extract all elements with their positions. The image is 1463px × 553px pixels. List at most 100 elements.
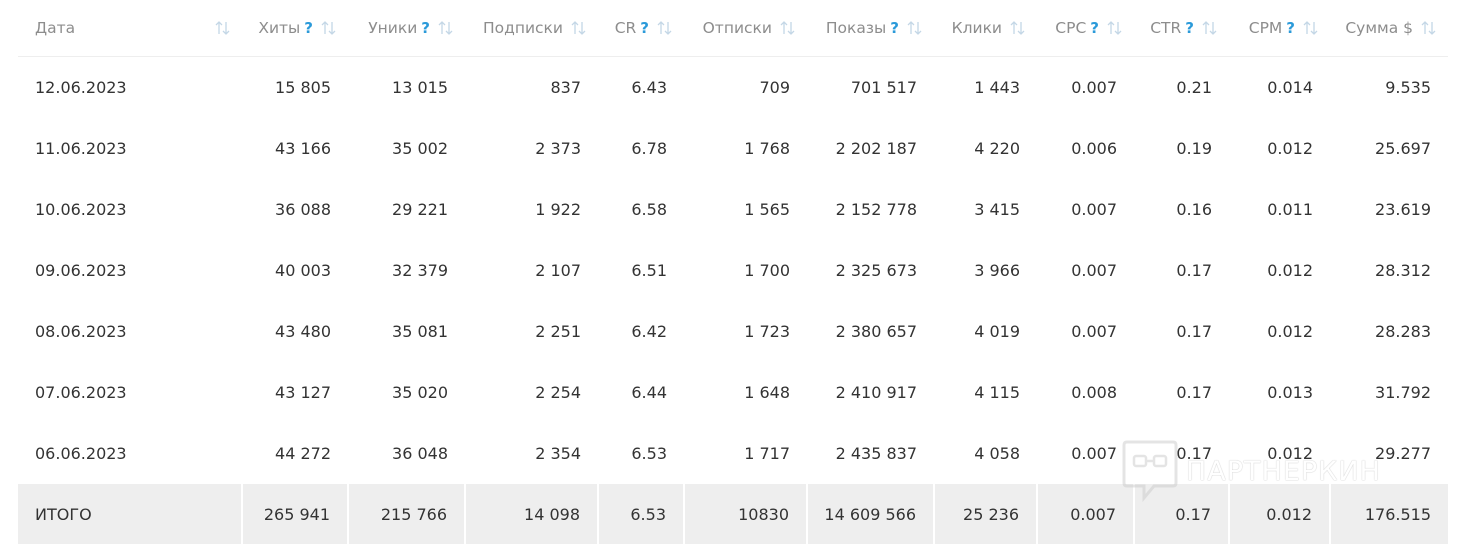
cell-hits: 43 166 — [275, 139, 331, 158]
cell-subscriptions: 2 254 — [535, 383, 581, 402]
table-header-row: Дата Хиты? Уники? Подписки CR? Отписки Показы?… — [18, 0, 1448, 57]
sort-arrows-icon[interactable] — [906, 20, 923, 36]
column-header-inner[interactable]: Отписки — [703, 19, 796, 37]
column-label: Уники — [368, 19, 418, 37]
cell-cpc: 0.008 — [1071, 383, 1117, 402]
cell-sum: 9.535 — [1385, 78, 1431, 97]
sort-arrows-icon[interactable] — [656, 20, 673, 36]
total-cell-uniques: 215 766 — [348, 484, 466, 544]
sort-arrows-icon[interactable] — [570, 20, 587, 36]
cell-date: 07.06.2023 — [35, 383, 127, 402]
help-icon[interactable]: ? — [304, 19, 313, 37]
cell-cpm: 0.012 — [1267, 139, 1313, 158]
help-icon[interactable]: ? — [1286, 19, 1295, 37]
cell-cpm: 0.012 — [1267, 444, 1313, 463]
cell-cpm: 0.014 — [1267, 78, 1313, 97]
sort-arrows-icon[interactable] — [214, 20, 231, 36]
column-label: Дата — [35, 19, 76, 37]
cell-cpc: 0.007 — [1071, 322, 1117, 341]
cell-hits: 44 272 — [275, 444, 331, 463]
cell-impressions: 2 435 837 — [835, 444, 917, 463]
column-header-inner[interactable]: Хиты? — [258, 19, 337, 37]
cell-hits: 43 127 — [275, 383, 331, 402]
cell-hits: 40 003 — [275, 261, 331, 280]
cell-uniques: 32 379 — [392, 261, 448, 280]
sort-arrows-icon[interactable] — [320, 20, 337, 36]
help-icon[interactable]: ? — [890, 19, 899, 37]
column-header-inner[interactable]: CPC? — [1055, 19, 1123, 37]
column-header-cpm[interactable]: CPM? — [1229, 0, 1330, 57]
cell-clicks: 4 115 — [974, 383, 1020, 402]
cell-ctr: 0.21 — [1176, 78, 1212, 97]
column-label: Отписки — [702, 19, 772, 37]
cell-sum: 25.697 — [1375, 139, 1431, 158]
cell-date: 12.06.2023 — [35, 78, 127, 97]
column-header-hits[interactable]: Хиты? — [242, 0, 348, 57]
column-header-inner[interactable]: CR? — [615, 19, 673, 37]
column-header-inner[interactable]: Подписки — [483, 19, 587, 37]
column-header-inner[interactable]: Уники? — [368, 19, 454, 37]
cell-cpm: 0.012 — [1267, 322, 1313, 341]
column-label: Хиты — [258, 19, 301, 37]
total-cell-sum: 176.515 — [1330, 484, 1448, 544]
column-header-inner[interactable]: Показы? — [826, 19, 923, 37]
cell-sum: 29.277 — [1375, 444, 1431, 463]
sort-arrows-icon[interactable] — [437, 20, 454, 36]
column-header-sum[interactable]: Сумма $ — [1330, 0, 1448, 57]
column-header-unsubscriptions[interactable]: Отписки — [684, 0, 807, 57]
column-header-clicks[interactable]: Клики — [934, 0, 1037, 57]
table-body: 12.06.2023 15 805 13 015 837 6.43 709 701 517 1… — [18, 57, 1448, 544]
column-header-inner[interactable]: Сумма $ — [1345, 19, 1437, 37]
column-header-uniques[interactable]: Уники? — [348, 0, 465, 57]
column-header-inner[interactable]: CPM? — [1249, 19, 1319, 37]
cell-ctr: 0.17 — [1176, 261, 1212, 280]
cell-date: 09.06.2023 — [35, 261, 127, 280]
cell-clicks: 4 019 — [974, 322, 1020, 341]
table-row: 12.06.2023 15 805 13 015 837 6.43 709 701 517 1… — [18, 57, 1448, 119]
cell-date: 11.06.2023 — [35, 139, 127, 158]
column-header-ctr[interactable]: CTR? — [1134, 0, 1229, 57]
help-icon[interactable]: ? — [1185, 19, 1194, 37]
help-icon[interactable]: ? — [640, 19, 649, 37]
column-label: CPM — [1248, 19, 1283, 37]
cell-uniques: 36 048 — [392, 444, 448, 463]
column-label: CTR — [1150, 19, 1182, 37]
total-cell-cpc: 0.007 — [1037, 484, 1135, 544]
column-header-inner[interactable]: CTR? — [1150, 19, 1218, 37]
column-header-cr[interactable]: CR? — [598, 0, 684, 57]
column-header-subscriptions[interactable]: Подписки — [465, 0, 598, 57]
cell-uniques: 35 081 — [392, 322, 448, 341]
sort-arrows-icon[interactable] — [1201, 20, 1218, 36]
table-row: 11.06.2023 43 166 35 002 2 373 6.78 1 768 2 20… — [18, 118, 1448, 179]
column-header-inner[interactable]: Дата — [35, 19, 231, 37]
help-icon[interactable]: ? — [1090, 19, 1099, 37]
cell-subscriptions: 1 922 — [535, 200, 581, 219]
column-header-impressions[interactable]: Показы? — [807, 0, 934, 57]
table-row: 10.06.2023 36 088 29 221 1 922 6.58 1 565 2 15… — [18, 179, 1448, 240]
column-header-date[interactable]: Дата — [18, 0, 242, 57]
column-label: Показы — [825, 19, 887, 37]
cell-cr: 6.44 — [631, 383, 667, 402]
sort-arrows-icon[interactable] — [1420, 20, 1437, 36]
column-header-cpc[interactable]: CPC? — [1037, 0, 1134, 57]
total-cell-impressions: 14 609 566 — [807, 484, 935, 544]
cell-cr: 6.51 — [631, 261, 667, 280]
cell-cpc: 0.006 — [1071, 139, 1117, 158]
sort-arrows-icon[interactable] — [1106, 20, 1123, 36]
sort-arrows-icon[interactable] — [1302, 20, 1319, 36]
cell-date: 06.06.2023 — [35, 444, 127, 463]
cell-hits: 15 805 — [275, 78, 331, 97]
cell-subscriptions: 2 354 — [535, 444, 581, 463]
sort-arrows-icon[interactable] — [779, 20, 796, 36]
sort-arrows-icon[interactable] — [1009, 20, 1026, 36]
column-label: CPC — [1055, 19, 1087, 37]
cell-ctr: 0.17 — [1176, 322, 1212, 341]
column-header-inner[interactable]: Клики — [952, 19, 1026, 37]
total-cell-cr: 6.53 — [598, 484, 685, 544]
cell-cr: 6.58 — [631, 200, 667, 219]
cell-unsubscriptions: 1 717 — [744, 444, 790, 463]
total-cell-ctr: 0.17 — [1134, 484, 1230, 544]
help-icon[interactable]: ? — [421, 19, 430, 37]
column-label: CR — [614, 19, 637, 37]
cell-ctr: 0.17 — [1176, 444, 1212, 463]
